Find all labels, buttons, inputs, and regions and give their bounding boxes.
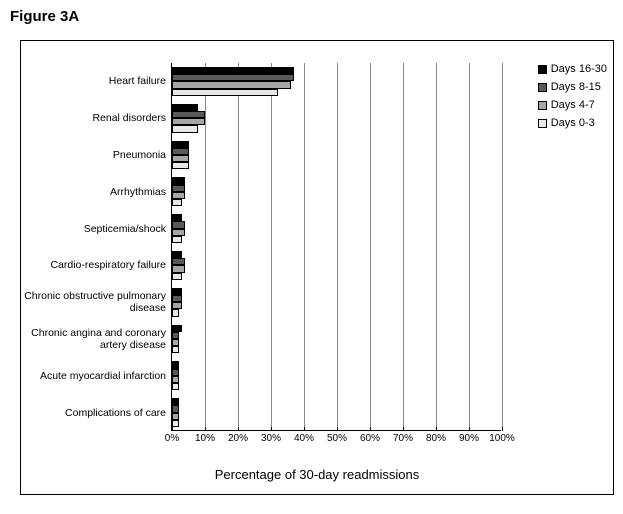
legend-item: Days 4-7 [538, 99, 607, 111]
bar-stack [172, 398, 501, 427]
bar [172, 376, 179, 383]
bar [172, 420, 179, 427]
bar-stack [172, 251, 501, 280]
category-label: Cardio-respiratory failure [24, 259, 172, 271]
category-group: Complications of care [172, 394, 501, 431]
bar [172, 361, 179, 368]
legend: Days 16-30 Days 8-15 Days 4-7 Days 0-3 [538, 63, 607, 135]
bar [172, 339, 179, 346]
bar [172, 295, 182, 302]
bar [172, 413, 179, 420]
bar-stack [172, 288, 501, 317]
legend-swatch [538, 119, 547, 128]
bar-stack [172, 325, 501, 354]
bar [172, 89, 278, 96]
bar [172, 199, 182, 206]
bar-stack [172, 214, 501, 243]
bar [172, 67, 294, 74]
bar [172, 229, 185, 236]
legend-swatch [538, 65, 547, 74]
bar [172, 214, 182, 221]
legend-item: Days 0-3 [538, 117, 607, 129]
bar [172, 81, 291, 88]
bar [172, 325, 182, 332]
bar [172, 221, 185, 228]
bar [172, 346, 179, 353]
category-label: Complications of care [24, 407, 172, 419]
legend-item: Days 16-30 [538, 63, 607, 75]
bar-stack [172, 141, 501, 170]
bar [172, 273, 182, 280]
gridline [502, 63, 503, 430]
bar [172, 405, 179, 412]
category-label: Septicemia/shock [24, 223, 172, 235]
bar [172, 332, 179, 339]
category-label: Arrhythmias [24, 186, 172, 198]
category-label: Acute myocardial infarction [24, 370, 172, 382]
bar [172, 369, 179, 376]
legend-label: Days 0-3 [551, 117, 595, 129]
bar [172, 302, 182, 309]
category-group: Renal disorders [172, 100, 501, 137]
bar [172, 177, 185, 184]
category-group: Arrhythmias [172, 173, 501, 210]
category-label: Heart failure [24, 75, 172, 87]
bar [172, 148, 189, 155]
bar [172, 258, 185, 265]
category-group: Septicemia/shock [172, 210, 501, 247]
bar [172, 265, 185, 272]
bar [172, 288, 182, 295]
category-group: Chronic obstructive pulmonary disease [172, 284, 501, 321]
category-label: Renal disorders [24, 112, 172, 124]
category-group: Pneumonia [172, 137, 501, 174]
bar-stack [172, 361, 501, 390]
bar [172, 251, 182, 258]
bar [172, 236, 182, 243]
category-label: Pneumonia [24, 149, 172, 161]
bar [172, 162, 189, 169]
category-label: Chronic angina and coronary artery disea… [24, 327, 172, 351]
bar-stack [172, 177, 501, 206]
bar [172, 383, 179, 390]
category-group: Chronic angina and coronary artery disea… [172, 321, 501, 358]
bar [172, 192, 185, 199]
category-label: Chronic obstructive pulmonary disease [24, 290, 172, 314]
bar-stack [172, 67, 501, 96]
bar [172, 111, 205, 118]
bar [172, 309, 179, 316]
bar-stack [172, 104, 501, 133]
bar [172, 155, 189, 162]
bar [172, 125, 198, 132]
bar [172, 185, 185, 192]
legend-label: Days 4-7 [551, 99, 595, 111]
legend-swatch [538, 83, 547, 92]
bar [172, 398, 179, 405]
x-tick: 100% [482, 430, 522, 444]
x-axis-title: Percentage of 30-day readmissions [21, 467, 613, 482]
category-group: Cardio-respiratory failure [172, 247, 501, 284]
figure-title: Figure 3A [10, 8, 79, 25]
plot-area: 0%10%20%30%40%50%60%70%80%90%100%Heart f… [171, 63, 501, 431]
category-group: Heart failure [172, 63, 501, 100]
legend-label: Days 8-15 [551, 81, 601, 93]
legend-item: Days 8-15 [538, 81, 607, 93]
bar [172, 118, 205, 125]
category-group: Acute myocardial infarction [172, 357, 501, 394]
legend-swatch [538, 101, 547, 110]
bar [172, 104, 198, 111]
legend-label: Days 16-30 [551, 63, 607, 75]
bar [172, 74, 294, 81]
chart-frame: 0%10%20%30%40%50%60%70%80%90%100%Heart f… [20, 40, 614, 495]
bar [172, 141, 189, 148]
